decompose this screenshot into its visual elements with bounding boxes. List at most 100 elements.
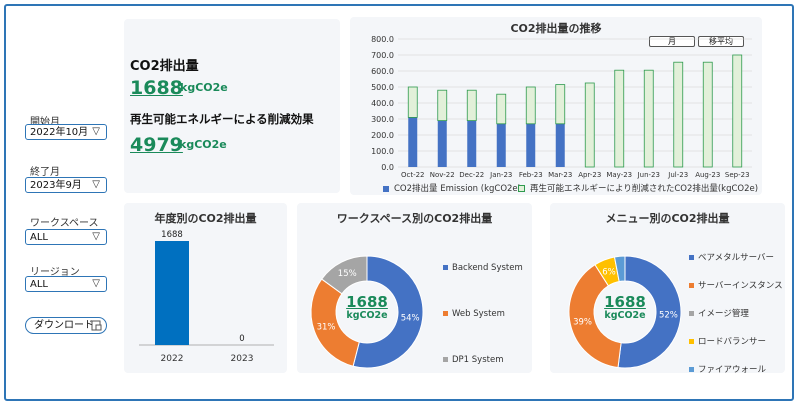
reduction-unit: kgCO2e bbox=[179, 138, 227, 151]
bar-emission bbox=[467, 120, 477, 167]
trend-chart-title: CO2排出量の推移 bbox=[510, 22, 602, 35]
trend-chart: 0.0 100.0 200.0 300.0 400.0 500.0 600.0 700.0 80… bbox=[371, 35, 752, 179]
emission-title: CO2排出量 bbox=[130, 59, 199, 74]
workspace-value: ALL bbox=[30, 232, 48, 243]
y-tick-label: 700.0 bbox=[371, 51, 394, 60]
reduction-value[interactable]: 4979 bbox=[130, 134, 183, 156]
workspace-center-value[interactable]: 1688 bbox=[346, 293, 388, 311]
y-tick-label: 0.0 bbox=[381, 163, 394, 172]
legend-label: Web System bbox=[452, 309, 505, 319]
slice-label: 54% bbox=[401, 313, 420, 323]
legend-swatch bbox=[689, 311, 694, 316]
donut-slice bbox=[352, 255, 424, 369]
legend-label: ファイアウォール bbox=[698, 365, 767, 373]
legend-emission-label: CO2排出量 Emission (kgCO2e) bbox=[394, 184, 521, 194]
x-tick-label: Jun-23 bbox=[637, 171, 660, 179]
region-value: ALL bbox=[30, 279, 48, 290]
y-tick-label: 400.0 bbox=[371, 99, 394, 108]
x-tick-label: 2022 bbox=[161, 354, 184, 364]
menu-center: 1688 kgCO2e bbox=[597, 294, 653, 322]
data-label: 1688 bbox=[161, 230, 183, 240]
download-button[interactable]: ダウンロード bbox=[25, 317, 107, 334]
y-tick-label: 200.0 bbox=[371, 131, 394, 140]
toggle-month-button[interactable]: 月 bbox=[649, 36, 695, 47]
x-tick-label: Dec-22 bbox=[459, 171, 484, 179]
legend-label: イメージ管理 bbox=[698, 308, 749, 319]
emission-unit: kgCO2e bbox=[180, 81, 228, 94]
bar-reduction bbox=[555, 84, 566, 125]
x-tick-label: 2023 bbox=[231, 354, 254, 364]
bar-reduction bbox=[673, 61, 684, 168]
workspace-center-unit: kgCO2e bbox=[346, 310, 388, 321]
bar-reduction bbox=[643, 69, 654, 168]
bar-reduction bbox=[407, 86, 418, 118]
donut-slice bbox=[320, 255, 368, 295]
yearly-bar bbox=[155, 241, 189, 345]
legend-reduction: 再生可能エネルギーにより削減されたCO2排出量(kgCO2e) bbox=[518, 182, 758, 194]
legend-emission: CO2排出量 Emission (kgCO2e) bbox=[383, 182, 521, 194]
toggle-month-label: 月 bbox=[668, 37, 676, 46]
download-icon bbox=[91, 320, 102, 331]
legend-reduction-swatch bbox=[518, 185, 525, 192]
chevron-down-icon: ▽ bbox=[92, 231, 100, 242]
legend-label: DP1 System bbox=[452, 355, 503, 365]
legend-label: Backend System bbox=[452, 263, 523, 273]
donut-slice bbox=[617, 255, 682, 369]
toggle-rolling-button[interactable]: 移平均 bbox=[698, 36, 744, 47]
start-month-select[interactable]: 2022年10月 ▽ bbox=[25, 124, 107, 140]
menu-center-value[interactable]: 1688 bbox=[604, 293, 646, 311]
region-label: リージョン bbox=[30, 267, 80, 278]
x-tick-label: Jul-23 bbox=[667, 171, 688, 179]
bar-reduction bbox=[525, 86, 536, 125]
bar-reduction bbox=[496, 93, 507, 125]
yearly-chart: 1688 2022 0 2023 bbox=[139, 230, 274, 364]
workspace-donut: 54% 31% 15% Backend System Web System DP1 Sys… bbox=[310, 255, 523, 369]
kpi-panel bbox=[124, 19, 340, 193]
y-tick-label: 600.0 bbox=[371, 67, 394, 76]
chevron-down-icon: ▽ bbox=[92, 126, 100, 137]
reduction-title: 再生可能エネルギーによる削減効果 bbox=[130, 112, 314, 126]
legend-label: ベアメタルサーバー bbox=[698, 253, 774, 263]
end-month-label: 終了月 bbox=[30, 167, 60, 178]
x-tick-label: Oct-22 bbox=[401, 171, 425, 179]
legend-emission-swatch bbox=[383, 185, 389, 192]
workspace-center: 1688 kgCO2e bbox=[339, 294, 395, 322]
slice-label: 15% bbox=[338, 269, 357, 279]
legend-swatch bbox=[689, 283, 694, 288]
emission-value[interactable]: 1688 bbox=[130, 77, 183, 99]
legend-label: サーバーインスタンス bbox=[698, 281, 783, 291]
end-month-select[interactable]: 2023年9月 ▽ bbox=[25, 177, 107, 193]
bar-reduction bbox=[614, 69, 625, 168]
slice-label: 31% bbox=[317, 323, 336, 333]
y-tick-label: 100.0 bbox=[371, 147, 394, 156]
x-tick-label: Jan-23 bbox=[489, 171, 512, 179]
slice-label: 39% bbox=[573, 317, 592, 327]
x-tick-label: Sep-23 bbox=[725, 171, 750, 179]
bar-reduction bbox=[702, 61, 713, 168]
start-month-value: 2022年10月 bbox=[30, 127, 89, 138]
slice-label: 6% bbox=[602, 268, 616, 278]
x-tick-label: Aug-23 bbox=[695, 171, 720, 179]
legend-reduction-label: 再生可能エネルギーにより削減されたCO2排出量(kgCO2e) bbox=[530, 184, 759, 194]
legend-swatch bbox=[689, 367, 694, 372]
region-select[interactable]: ALL ▽ bbox=[25, 276, 107, 292]
x-tick-label: Apr-23 bbox=[578, 171, 601, 179]
yearly-chart-title: 年度別のCO2排出量 bbox=[154, 212, 257, 225]
menu-chart-title: メニュー別のCO2排出量 bbox=[605, 212, 730, 225]
bar-emission bbox=[555, 123, 565, 167]
x-tick-label: Nov-22 bbox=[430, 171, 455, 179]
y-tick-label: 500.0 bbox=[371, 83, 394, 92]
toggle-rolling-label: 移平均 bbox=[709, 37, 733, 46]
workspace-chart-title: ワークスペース別のCO2排出量 bbox=[336, 212, 493, 225]
data-label: 0 bbox=[239, 334, 244, 344]
download-button-label: ダウンロード bbox=[34, 320, 94, 331]
legend-swatch bbox=[443, 311, 448, 316]
legend-swatch bbox=[443, 265, 448, 270]
workspace-select[interactable]: ALL ▽ bbox=[25, 229, 107, 245]
start-month-label: 開始月 bbox=[30, 117, 60, 128]
donut-slice bbox=[568, 264, 622, 369]
bar-emission bbox=[496, 123, 506, 167]
legend-label: ロードバランサー bbox=[698, 337, 766, 347]
donut-slice bbox=[613, 255, 626, 283]
end-month-value: 2023年9月 bbox=[30, 180, 82, 191]
